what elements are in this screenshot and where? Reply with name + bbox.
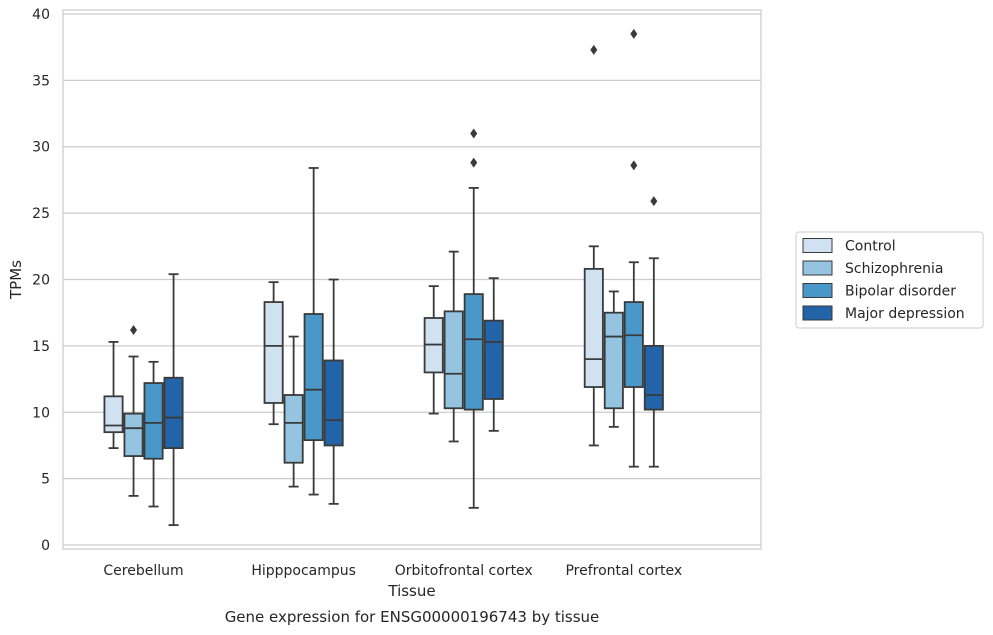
chart-caption: Gene expression for ENSG00000196743 by t… [225, 608, 600, 626]
legend-label: Bipolar disorder [845, 284, 956, 300]
outlier-marker [650, 196, 658, 207]
legend-label: Control [845, 239, 896, 255]
legend-label: Schizophrenia [845, 261, 943, 277]
box-group [163, 273, 184, 527]
outlier-marker [470, 157, 478, 168]
box-group [283, 335, 304, 488]
box-body [143, 382, 164, 460]
legend-swatch [802, 305, 833, 321]
y-tick-label: 40 [32, 7, 50, 23]
box-group [423, 285, 444, 415]
legend-swatch [802, 260, 833, 276]
box-group [143, 360, 164, 508]
box-body [623, 301, 644, 388]
box-group [323, 278, 344, 505]
x-tick-label: Prefrontal cortex [565, 563, 682, 579]
y-tick-labels: 0 5 10 15 20 25 30 35 40 [32, 7, 50, 554]
box-body [463, 293, 484, 411]
y-tick-label: 5 [41, 472, 50, 488]
x-tick-label: Orbitofrontal cortex [395, 563, 533, 579]
box-body [263, 301, 284, 404]
box-body [123, 412, 144, 457]
x-tick-labels: Cerebellum Hipppocampus Orbitofrontal cort… [103, 563, 682, 579]
y-tick-label: 15 [32, 339, 50, 355]
box-body [483, 319, 504, 400]
box-group [583, 44, 604, 447]
box-group [463, 128, 484, 509]
outlier-marker [630, 160, 638, 171]
boxes-layer [103, 28, 664, 527]
box-group [603, 290, 624, 428]
box-group [623, 28, 644, 468]
x-tick-label: Hipppocampus [251, 563, 356, 579]
box-body [303, 313, 324, 442]
box-body [163, 376, 184, 450]
box-body [103, 395, 124, 434]
box-body [603, 311, 624, 410]
legend-entries: Control Schizophrenia Bipolar disorder Majo… [802, 238, 965, 322]
box-body [323, 359, 344, 447]
y-tick-label: 20 [32, 273, 50, 289]
plot-frame [62, 9, 762, 550]
y-tick-label: 35 [32, 73, 50, 89]
box-group [443, 250, 464, 443]
box-group [643, 196, 664, 468]
outlier-marker [130, 324, 138, 335]
y-tick-label: 25 [32, 206, 50, 222]
legend-swatch [802, 238, 833, 253]
y-tick-label: 0 [41, 538, 50, 554]
box-group [303, 167, 324, 496]
box-body [443, 310, 464, 410]
box-group [123, 324, 144, 497]
box-body [583, 267, 604, 388]
legend-swatch [802, 283, 833, 298]
legend-frame [795, 231, 984, 329]
x-axis-label: Tissue [387, 582, 435, 600]
outlier-marker [470, 128, 478, 139]
outlier-marker [590, 44, 598, 55]
box-group [483, 277, 504, 432]
box-body [643, 344, 664, 411]
box-body [283, 394, 304, 464]
y-tick-label: 30 [32, 140, 50, 156]
y-tick-label: 10 [32, 405, 50, 421]
box-group [103, 340, 124, 450]
legend: Control Schizophrenia Bipolar disorder Majo… [795, 231, 984, 329]
x-tick-label: Cerebellum [103, 563, 183, 579]
outlier-marker [630, 28, 638, 39]
legend-label: Major depression [845, 306, 965, 322]
y-axis-label: TPMs [7, 260, 25, 300]
box-group [263, 281, 284, 426]
